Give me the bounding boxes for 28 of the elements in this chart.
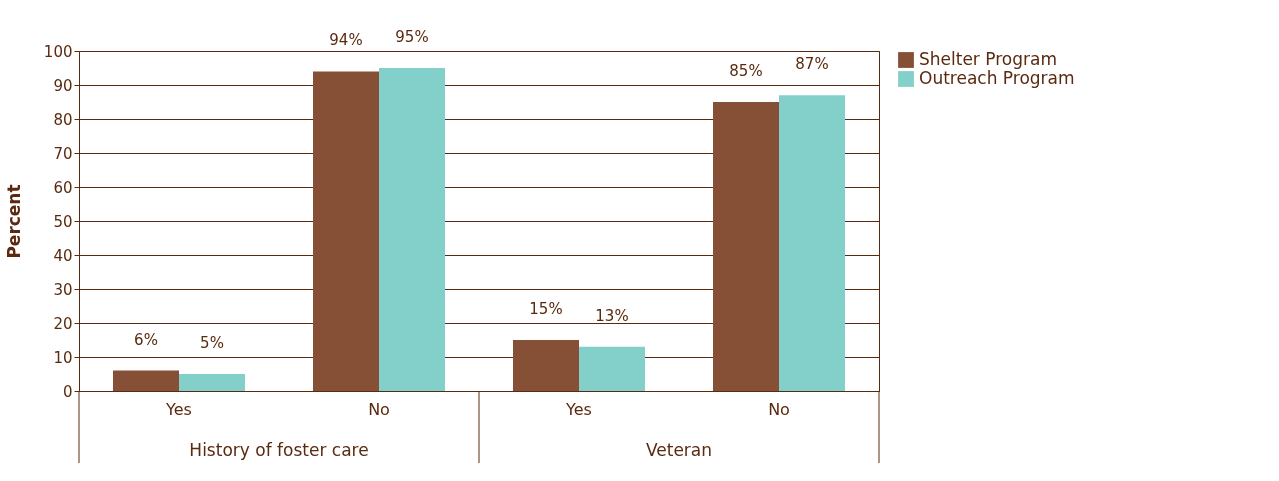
y-tick-label: 40 bbox=[53, 246, 73, 265]
y-tick-label: 30 bbox=[53, 280, 73, 299]
x-tick-label: No bbox=[368, 399, 390, 419]
y-tick-label: 100 bbox=[43, 42, 73, 61]
y-tick-label: 0 bbox=[62, 382, 73, 401]
text: Veteran bbox=[645, 440, 713, 460]
data-label: 5% bbox=[200, 334, 224, 352]
y-axis-title: Percent bbox=[3, 184, 24, 259]
data-label: 13% bbox=[595, 306, 629, 325]
y-tick-label: 70 bbox=[53, 144, 73, 163]
data-label: 94% bbox=[329, 31, 363, 50]
y-tick-label: 20 bbox=[53, 314, 73, 333]
y-tick-label: 50 bbox=[53, 212, 73, 231]
y-tick-label: 60 bbox=[53, 178, 73, 197]
x-tick-label: Yes bbox=[565, 399, 592, 419]
y-tick-label: 80 bbox=[53, 110, 73, 129]
y-tick-label: 90 bbox=[53, 76, 73, 95]
x-tick-label: No bbox=[768, 399, 790, 419]
legend-label: Shelter Program bbox=[919, 49, 1057, 69]
legend-label: Outreach Program bbox=[919, 68, 1075, 88]
data-label: 95% bbox=[395, 28, 429, 46]
data-label: 87% bbox=[795, 55, 829, 74]
data-label: 85% bbox=[729, 62, 763, 80]
text: History of foster care bbox=[189, 440, 369, 460]
x-tick-label: Yes bbox=[165, 399, 192, 419]
data-label: 6% bbox=[134, 330, 158, 349]
data-label: 15% bbox=[529, 300, 563, 318]
y-tick-label: 10 bbox=[53, 348, 73, 367]
